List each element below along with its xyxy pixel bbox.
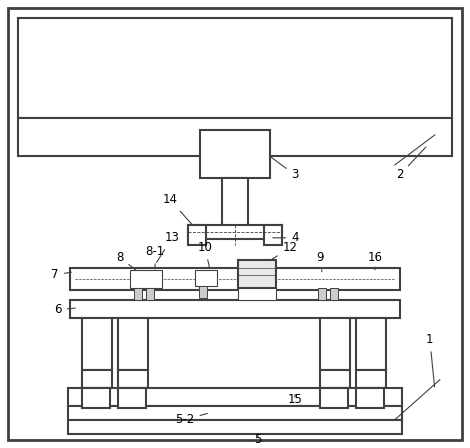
Bar — [68, 406, 402, 420]
Bar — [356, 370, 386, 388]
Bar — [146, 288, 154, 300]
Bar — [188, 225, 206, 245]
Text: 1: 1 — [426, 333, 435, 387]
Text: 8: 8 — [117, 251, 136, 270]
Text: 12: 12 — [270, 241, 298, 260]
Bar — [330, 288, 338, 300]
Bar — [18, 118, 452, 156]
Text: 6: 6 — [55, 303, 75, 316]
Text: 5: 5 — [254, 433, 262, 446]
Bar — [222, 178, 248, 230]
Bar — [264, 225, 282, 245]
Bar — [199, 286, 207, 298]
Bar — [188, 225, 282, 239]
Bar — [82, 370, 112, 388]
Bar — [70, 268, 400, 290]
Bar — [195, 270, 217, 286]
Bar — [356, 388, 384, 408]
Bar — [130, 270, 162, 288]
Bar — [118, 370, 148, 388]
Bar — [320, 388, 348, 408]
Bar — [118, 318, 148, 370]
Text: 3: 3 — [270, 156, 298, 181]
Bar — [318, 288, 326, 300]
Text: 5-2: 5-2 — [175, 413, 207, 426]
Bar — [82, 318, 112, 370]
Bar — [356, 318, 386, 370]
Text: 9: 9 — [316, 251, 324, 272]
Bar — [70, 300, 400, 318]
Bar — [134, 288, 142, 300]
Bar — [320, 370, 350, 388]
Bar — [118, 388, 146, 408]
Bar — [82, 388, 110, 408]
Text: 13: 13 — [157, 231, 180, 263]
Text: 10: 10 — [197, 241, 212, 267]
Text: 14: 14 — [163, 194, 193, 226]
Bar — [18, 18, 452, 118]
Bar — [200, 130, 270, 178]
Bar — [238, 288, 276, 300]
Text: 2: 2 — [396, 147, 426, 181]
Bar — [320, 318, 350, 370]
Text: 4: 4 — [273, 231, 299, 244]
Text: 16: 16 — [368, 251, 383, 270]
Text: 8-1: 8-1 — [145, 246, 164, 269]
Text: 7: 7 — [51, 268, 71, 281]
Bar — [238, 260, 276, 288]
Bar — [68, 388, 402, 406]
Bar — [68, 420, 402, 434]
Text: 15: 15 — [288, 393, 302, 406]
